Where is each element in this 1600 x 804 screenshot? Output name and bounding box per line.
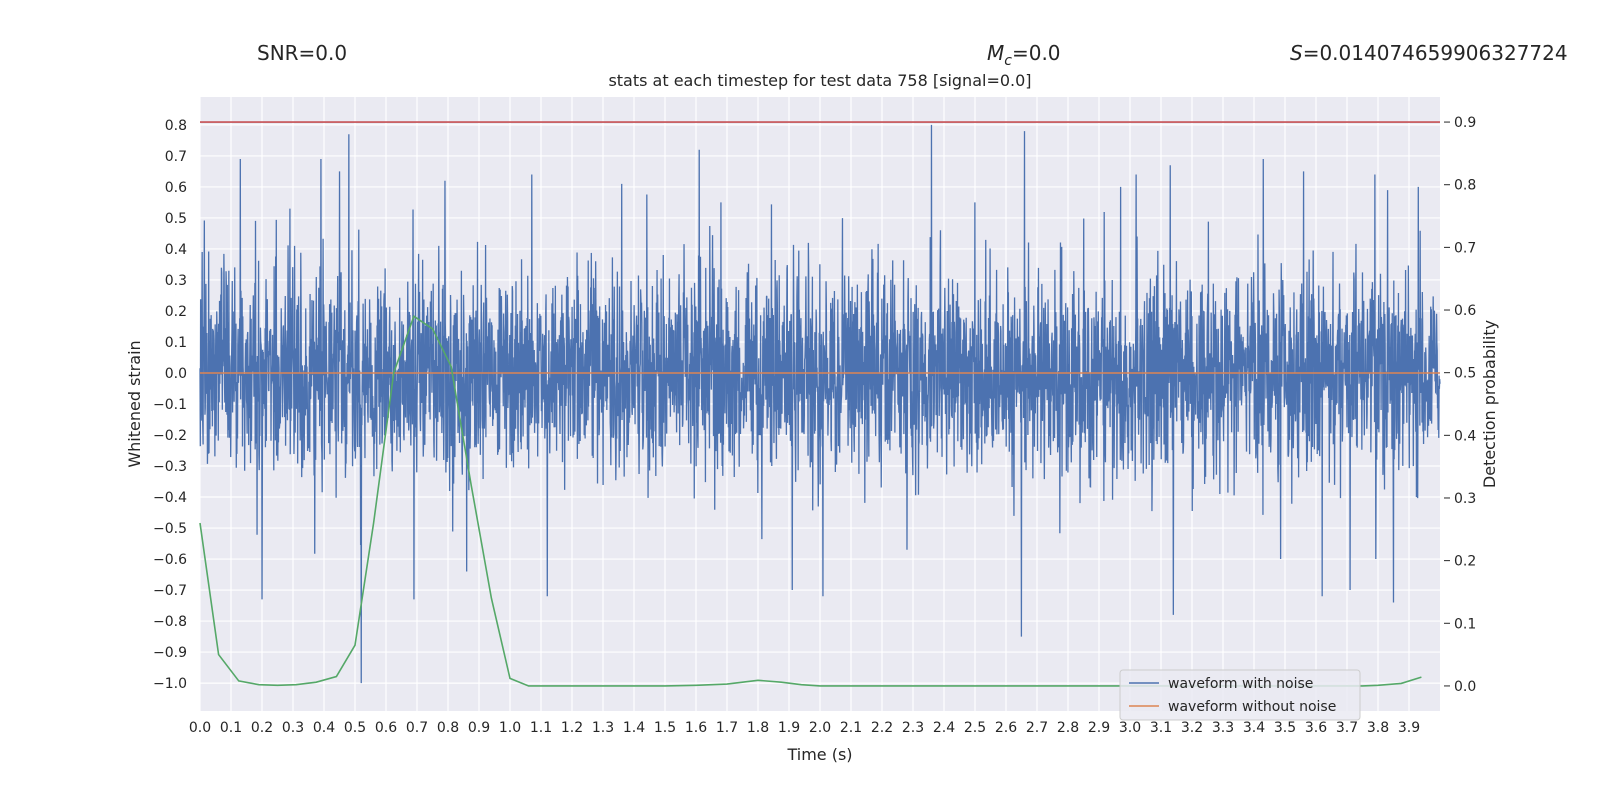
x-tick-label: 1.5	[654, 720, 676, 736]
y2-tick-label: 0.2	[1454, 554, 1476, 570]
x-tick-label: 0.0	[189, 720, 211, 736]
y-tick-label: −0.1	[153, 397, 187, 413]
y2-tick-label: 0.8	[1454, 178, 1476, 194]
x-tick-label: 1.4	[623, 720, 645, 736]
x-tick-label: 0.7	[406, 720, 428, 736]
legend: waveform with noise waveform without noi…	[1119, 669, 1361, 721]
x-tick-label: 0.9	[468, 720, 490, 736]
y-tick-label: −0.2	[153, 428, 187, 444]
y2-tick-label: 0.9	[1454, 115, 1476, 131]
chirp-mass-label: Mc=0.0	[987, 41, 1061, 69]
x-tick-label: 2.3	[902, 720, 924, 736]
series-line-detection-probability	[199, 315, 1422, 687]
x-tick-label: 2.5	[964, 720, 986, 736]
x-tick-label: 2.2	[871, 720, 893, 736]
x-tick-label: 1.6	[685, 720, 707, 736]
chart-title: stats at each timestep for test data 758…	[608, 71, 1031, 90]
y2-tick-label: 0.1	[1454, 616, 1476, 632]
x-tick-label: 1.2	[561, 720, 583, 736]
x-tick-label: 3.7	[1336, 720, 1358, 736]
y-tick-label: −1.0	[153, 676, 187, 692]
x-tick-label: 3.2	[1181, 720, 1203, 736]
y-tick-label: 0.8	[165, 118, 187, 134]
y2-tick-label: 0.0	[1454, 679, 1476, 695]
x-tick-label: 3.3	[1212, 720, 1234, 736]
s-stat-value: =0.014074659906327724	[1303, 41, 1568, 65]
y2-tick-label: 0.3	[1454, 491, 1476, 507]
y-tick-label: −0.9	[153, 645, 187, 661]
y-tick-label: −0.5	[153, 521, 187, 537]
y-tick-label: 0.0	[165, 366, 187, 382]
y-axis-label: Whitened strain	[125, 340, 144, 467]
y2-tick-label: 0.5	[1454, 366, 1476, 382]
x-tick-label: 3.1	[1150, 720, 1172, 736]
x-tick-label: 2.4	[933, 720, 955, 736]
x-tick-label: 1.8	[747, 720, 769, 736]
y2-tick-label: 0.7	[1454, 240, 1476, 256]
x-tick-label: 0.4	[313, 720, 335, 736]
tick-labels: 0.0 0.1 0.2 0.3 0.4 0.5 0.6 0.7 0.8 0.9 1.0 1.1 1.2 1…	[153, 115, 1476, 736]
x-tick-label: 0.5	[344, 720, 366, 736]
y-tick-label: 0.5	[165, 211, 187, 227]
chirp-mass-value: =0.0	[1012, 41, 1061, 65]
x-tick-label: 2.8	[1057, 720, 1079, 736]
x-tick-label: 2.6	[995, 720, 1017, 736]
x-tick-label: 3.8	[1367, 720, 1389, 736]
chirp-mass-symbol: M	[987, 41, 1004, 65]
y2-axis-label: Detection probability	[1480, 320, 1499, 488]
y-tick-label: 0.7	[165, 149, 187, 165]
y-tick-label: −0.4	[153, 490, 187, 506]
x-tick-label: 3.5	[1274, 720, 1296, 736]
s-stat-symbol: S	[1290, 41, 1303, 65]
y-tick-label: −0.6	[153, 552, 187, 568]
x-tick-label: 1.7	[716, 720, 738, 736]
chirp-mass-subscript: c	[1004, 53, 1012, 69]
x-tick-label: 2.0	[809, 720, 831, 736]
s-stat-label: S=0.014074659906327724	[1290, 41, 1568, 65]
x-tick-label: 1.0	[499, 720, 521, 736]
series-layer	[199, 121, 1441, 687]
x-tick-label: 1.9	[778, 720, 800, 736]
x-tick-label: 1.1	[530, 720, 552, 736]
x-tick-label: 0.2	[251, 720, 273, 736]
y-tick-label: −0.8	[153, 614, 187, 630]
x-tick-label: 0.8	[437, 720, 459, 736]
y-tick-label: 0.4	[165, 242, 187, 258]
x-tick-label: 0.1	[220, 720, 242, 736]
x-tick-label: 0.6	[375, 720, 397, 736]
y-tick-label: 0.3	[165, 273, 187, 289]
y2-tick-label: 0.6	[1454, 303, 1476, 319]
x-tick-label: 3.9	[1398, 720, 1420, 736]
legend-box	[1119, 669, 1361, 721]
legend-label-waveform-with-noise: waveform with noise	[1168, 676, 1313, 692]
x-tick-label: 2.9	[1088, 720, 1110, 736]
y-tick-label: −0.3	[153, 459, 187, 475]
x-tick-label: 3.0	[1119, 720, 1141, 736]
x-tick-label: 2.1	[840, 720, 862, 736]
y-tick-label: 0.6	[165, 180, 187, 196]
y-tick-label: −0.7	[153, 583, 187, 599]
y2-tick-label: 0.4	[1454, 428, 1476, 444]
x-tick-label: 3.4	[1243, 720, 1265, 736]
x-tick-label: 2.7	[1026, 720, 1048, 736]
x-tick-label: 0.3	[282, 720, 304, 736]
legend-label-waveform-without-noise: waveform without noise	[1168, 699, 1336, 715]
y-tick-label: 0.2	[165, 304, 187, 320]
snr-label: SNR=0.0	[257, 41, 347, 65]
y-tick-label: 0.1	[165, 335, 187, 351]
x-tick-label: 3.6	[1305, 720, 1327, 736]
x-tick-label: 1.3	[592, 720, 614, 736]
x-axis-label: Time (s)	[786, 745, 852, 764]
